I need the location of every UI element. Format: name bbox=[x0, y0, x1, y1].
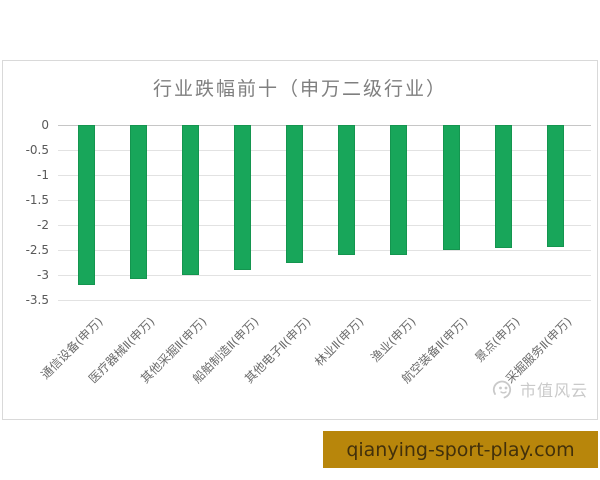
chart-title: 行业跌幅前十（申万二级行业） bbox=[152, 78, 447, 100]
plot-area: 0 -0.5 -1 -1.5 -2 -2.5 -3 -3.5 通信设备(申万) 医疗器械Ⅱ(申万)… bbox=[3, 61, 597, 419]
bar bbox=[442, 125, 460, 251]
y-axis-tick-label: -1.5 bbox=[25, 193, 49, 208]
bar bbox=[338, 125, 356, 256]
bar bbox=[494, 125, 512, 249]
y-axis-tick-label: -3.5 bbox=[25, 293, 49, 308]
chart-container: 行业跌幅前十（申万二级行业） 0 -0.5 -1 -1.5 -2 -2.5 -3 -3.5 通信… bbox=[2, 60, 598, 420]
bar bbox=[234, 125, 252, 271]
gridline bbox=[58, 274, 591, 276]
bar bbox=[77, 125, 95, 286]
zero-axis-line bbox=[58, 124, 591, 126]
bar bbox=[182, 125, 199, 276]
gridline bbox=[58, 149, 591, 151]
gridline bbox=[58, 224, 591, 226]
x-axis-category-label: 景点(申万) bbox=[471, 314, 523, 365]
gridline bbox=[58, 249, 591, 251]
y-axis-tick-label: -0.5 bbox=[25, 143, 49, 158]
ad-banner[interactable]: qianying-sport-play.com bbox=[323, 431, 598, 468]
bar bbox=[546, 125, 564, 247]
y-axis-tick-label: 0 bbox=[41, 118, 49, 132]
y-axis-tick-label: -2 bbox=[37, 218, 49, 233]
gridline bbox=[58, 174, 591, 176]
gridline bbox=[58, 199, 591, 201]
gridline bbox=[58, 299, 591, 301]
bar bbox=[286, 125, 304, 263]
y-axis-tick-label: -1 bbox=[37, 168, 49, 183]
y-axis-tick-label: -3 bbox=[37, 268, 49, 283]
watermark: 市值风云 bbox=[490, 377, 588, 401]
y-axis-tick-label: -2.5 bbox=[25, 243, 49, 258]
bar bbox=[390, 125, 408, 255]
shizhi-fengyun-logo-icon bbox=[492, 380, 512, 399]
x-axis-category-label: 林业Ⅱ(申万) bbox=[311, 314, 367, 370]
x-axis-category-label: 渔业(申万) bbox=[367, 314, 419, 365]
ad-banner-text: qianying-sport-play.com bbox=[346, 438, 575, 461]
watermark-text: 市值风云 bbox=[520, 381, 589, 400]
bar bbox=[129, 125, 147, 279]
